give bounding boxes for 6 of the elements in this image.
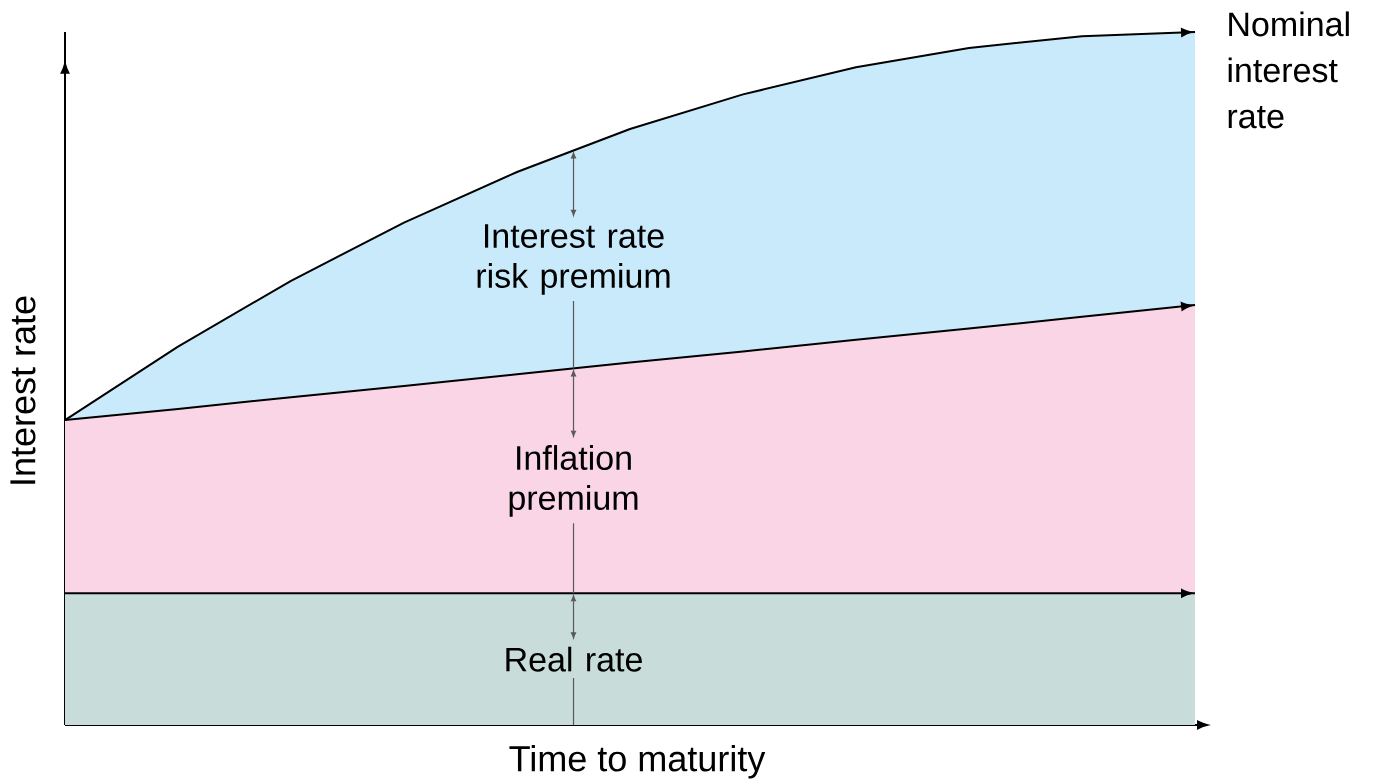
text: Nominal interest rate [1228, 11, 1349, 129]
x-axis-title: Time to maturity [509, 745, 766, 779]
series-label: Inflation premium [509, 445, 638, 517]
series-label: Interest rate risk premium [477, 224, 670, 295]
y-axis-title: Interest rate [10, 296, 36, 484]
series-label: Real rate [506, 646, 642, 672]
